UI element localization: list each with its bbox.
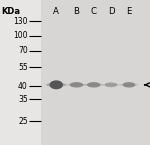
Ellipse shape — [119, 84, 139, 86]
Text: C: C — [91, 7, 97, 16]
Text: 100: 100 — [13, 31, 28, 40]
Ellipse shape — [46, 83, 66, 87]
Text: 25: 25 — [18, 117, 28, 126]
Text: 130: 130 — [13, 17, 28, 26]
Ellipse shape — [123, 82, 135, 88]
Ellipse shape — [66, 84, 87, 86]
Text: B: B — [74, 7, 80, 16]
Bar — [0, 0, 40, 145]
Text: 55: 55 — [18, 63, 28, 72]
Text: 40: 40 — [18, 82, 28, 91]
Ellipse shape — [84, 84, 104, 86]
Text: A: A — [53, 7, 59, 16]
Bar — [40, 0, 150, 145]
Ellipse shape — [101, 84, 121, 86]
Ellipse shape — [70, 82, 83, 88]
Text: E: E — [126, 7, 132, 16]
Ellipse shape — [87, 82, 101, 88]
Text: D: D — [108, 7, 114, 16]
Text: 35: 35 — [18, 95, 28, 104]
Text: 70: 70 — [18, 46, 28, 55]
Text: KDa: KDa — [2, 7, 21, 16]
Ellipse shape — [50, 80, 63, 89]
Ellipse shape — [105, 82, 117, 87]
